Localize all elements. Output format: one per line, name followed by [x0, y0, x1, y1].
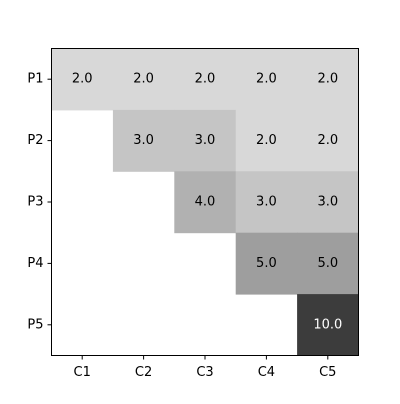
cell-value-label: 5.0	[317, 256, 338, 271]
x-tick-label: C2	[135, 365, 152, 380]
x-tick-label: C3	[196, 365, 213, 380]
x-tick-label: C5	[319, 365, 336, 380]
heatmap-cell-P4-C5	[297, 232, 359, 295]
cell-value-label: 5.0	[256, 256, 277, 271]
heatmap-cell-P3-C3	[174, 171, 237, 234]
x-tick-label: C4	[258, 365, 275, 380]
cell-value-label: 3.0	[317, 195, 338, 210]
x-axis: C1 C2 C3 C4 C5	[74, 355, 336, 380]
cell-value-label: 2.0	[133, 72, 154, 87]
cell-value-label: 2.0	[317, 72, 338, 87]
cell-value-label: 2.0	[256, 133, 277, 148]
y-tick-label: P3	[27, 195, 43, 210]
cell-value-label: 2.0	[256, 72, 277, 87]
y-tick-label: P2	[27, 133, 43, 148]
heatmap-cell-P2-C3	[174, 109, 237, 172]
heatmap-cell-P2-C4	[235, 109, 298, 172]
cell-value-label: 2.0	[72, 72, 93, 87]
y-axis: P1 P2 P3 P4 P5	[27, 72, 52, 332]
heatmap-cell-P5-C5	[297, 294, 359, 356]
cell-value-label: 3.0	[133, 133, 154, 148]
heatmap-cell-P2-C5	[297, 109, 359, 172]
cell-value-label: 2.0	[317, 133, 338, 148]
cell-value-label: 3.0	[256, 195, 277, 210]
y-tick-label: P4	[27, 256, 43, 271]
y-tick-label: P5	[27, 317, 43, 332]
cell-value-label: 4.0	[195, 195, 216, 210]
heatmap-cell-P1-C2	[112, 48, 175, 111]
heatmap-cell-P3-C5	[297, 171, 359, 234]
heatmap-cell-P3-C4	[235, 171, 298, 234]
x-tick-label: C1	[74, 365, 91, 380]
heatmap-cell-P2-C2	[112, 109, 175, 172]
y-tick-label: P1	[27, 72, 43, 87]
heatmap-cell-P4-C4	[235, 232, 298, 295]
heatmap-cell-P1-C1	[51, 48, 114, 111]
heatmap-cell-P1-C3	[174, 48, 237, 111]
heatmap-cell-P1-C5	[297, 48, 359, 111]
cell-value-label: 3.0	[195, 133, 216, 148]
cell-value-label: 10.0	[313, 317, 342, 332]
cell-value-labels: 2.0 2.0 2.0 2.0 2.0 3.0 3.0 2.0 2.0 4.0 3.0 3.0 5.0 5…	[72, 72, 342, 333]
heatmap-cell-P1-C4	[235, 48, 298, 111]
heatmap-cells	[51, 48, 359, 356]
cell-value-label: 2.0	[195, 72, 216, 87]
